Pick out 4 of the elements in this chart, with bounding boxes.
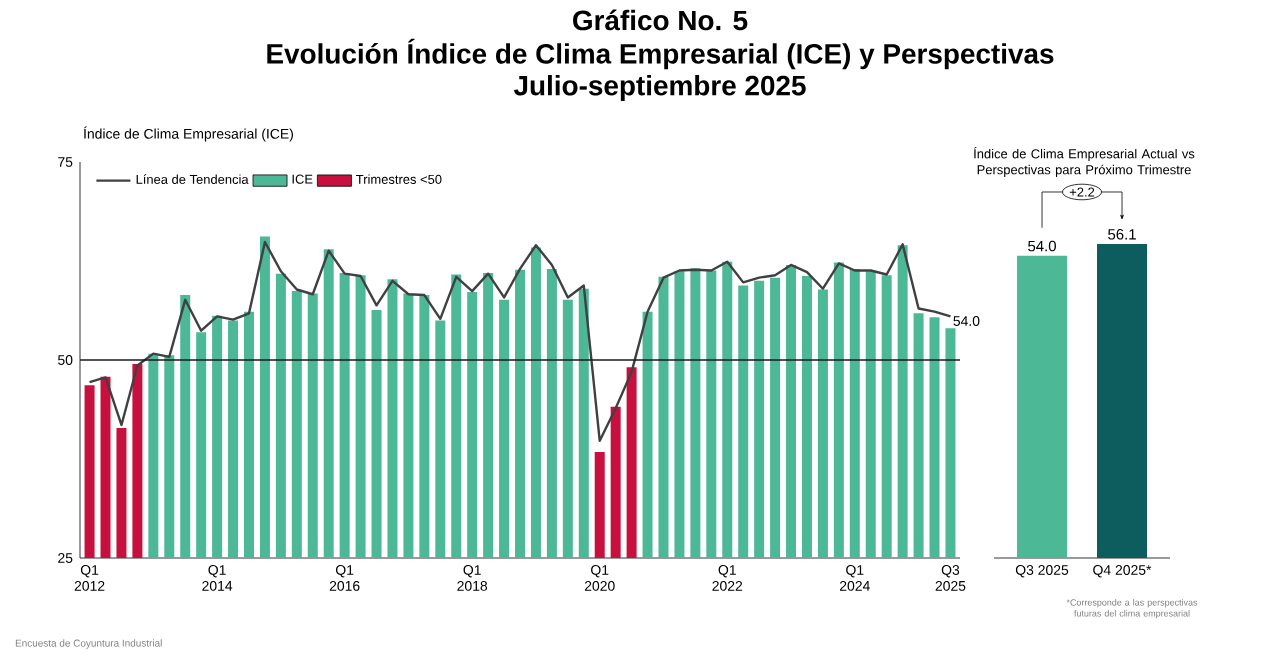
chart-subtitle: Evolución Índice de Clima Empresarial (ICE) y Perspectivas: [267, 38, 1054, 70]
text: Julio-septiembre 2025: [513, 74, 806, 101]
chart-title: Gráfico No. 5: [573, 9, 748, 31]
line-series: [88, 240, 952, 442]
